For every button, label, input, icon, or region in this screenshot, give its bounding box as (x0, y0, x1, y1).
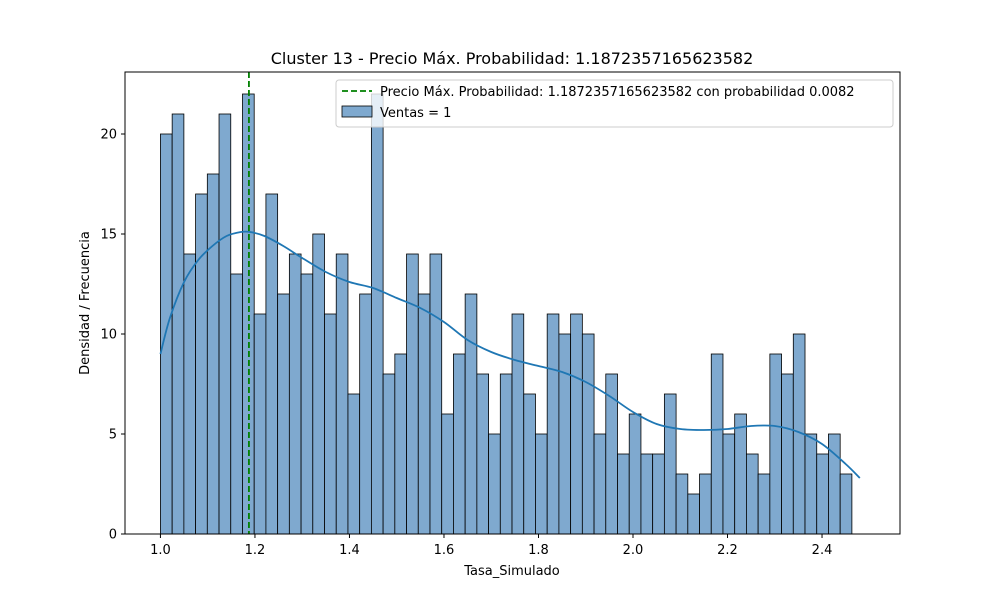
x-tick-label: 2.0 (623, 543, 644, 558)
histogram-bar (206, 173, 220, 535)
legend: Precio Máx. Probabilidad: 1.187235716562… (335, 79, 894, 128)
legend-reference-label: Precio Máx. Probabilidad: 1.187235716562… (380, 85, 855, 100)
histogram-bar (746, 453, 759, 535)
y-tick-label: 5 (109, 428, 117, 443)
histogram-bar (523, 393, 536, 535)
histogram-bar (195, 193, 208, 535)
histogram-bar (710, 353, 724, 535)
histogram-bar (277, 293, 290, 535)
histogram-bar (230, 273, 243, 535)
histogram-bar (394, 353, 407, 535)
kde-curve (159, 230, 861, 479)
y-axis-ticks: 0 5 10 15 20 (100, 128, 125, 543)
histogram-bar (324, 313, 337, 535)
histogram-bar (429, 253, 443, 535)
histogram-bar (464, 293, 478, 535)
legend-bars-label: Ventas = 1 (380, 106, 451, 121)
histogram-bar (652, 453, 665, 535)
histogram-bar (359, 293, 372, 535)
histogram-bar (370, 93, 384, 535)
x-tick-label: 2.4 (812, 543, 833, 558)
y-axis-label: Densidad / Frecuencia (78, 231, 93, 375)
histogram-bar (300, 273, 314, 535)
histogram-bar (218, 113, 232, 535)
histogram-bar (804, 433, 818, 535)
y-tick-label: 15 (100, 228, 117, 243)
histogram-bar (593, 433, 607, 535)
chart-title: Cluster 13 - Precio Máx. Probabilidad: 1… (271, 49, 754, 68)
histogram-bar (288, 253, 302, 535)
histogram-bar (511, 313, 525, 535)
histogram-bar (382, 373, 396, 535)
histogram-bar (722, 433, 736, 535)
histogram-bar (699, 473, 712, 535)
histogram-bar (453, 353, 466, 535)
histogram-bar (757, 473, 771, 535)
histogram-bar (441, 413, 454, 535)
x-tick-label: 1.6 (434, 543, 455, 558)
histogram-bar (488, 433, 501, 535)
histogram-bar (171, 113, 185, 535)
histogram-bar (570, 313, 583, 535)
histogram-bar (734, 413, 747, 535)
legend-bars-swatch (341, 105, 373, 118)
histogram-bar (417, 293, 431, 535)
histogram-bar (617, 453, 630, 535)
histogram-bar (476, 373, 489, 535)
histogram-bar (347, 393, 361, 535)
histogram-bar (781, 373, 794, 535)
histogram-bar (535, 433, 548, 535)
y-tick-label: 20 (100, 128, 117, 143)
histogram-bar (183, 253, 197, 535)
x-axis-ticks: 1.0 1.2 1.4 1.6 1.8 2.0 2.2 2.4 (150, 534, 832, 558)
x-tick-label: 1.0 (150, 543, 171, 558)
histogram-bar (628, 413, 642, 535)
x-tick-label: 2.2 (717, 543, 738, 558)
histogram-bar (335, 253, 349, 535)
x-tick-label: 1.4 (339, 543, 360, 558)
histogram-bar (581, 333, 595, 535)
x-tick-label: 1.8 (528, 543, 549, 558)
histogram-bar (558, 333, 572, 535)
legend-box (335, 79, 894, 128)
y-tick-label: 10 (100, 328, 117, 343)
histogram-bar (687, 493, 700, 535)
histogram-bar (265, 193, 279, 535)
histogram-bar (640, 453, 654, 535)
histogram-bar (675, 473, 689, 535)
histogram-bar (406, 253, 419, 535)
kde-layer (159, 230, 861, 479)
histogram-bar (499, 373, 513, 535)
histogram-bar (828, 433, 841, 535)
histogram-bar (312, 233, 325, 535)
plot-frame (124, 71, 901, 535)
histogram-bar (546, 313, 560, 535)
x-axis-label: Tasa_Simulado (463, 564, 560, 579)
histogram-bar (769, 353, 782, 535)
histogram-bar (816, 453, 829, 535)
x-tick-label: 1.2 (245, 543, 266, 558)
histogram-bar (253, 313, 267, 535)
y-tick-label: 0 (109, 528, 117, 543)
histogram-bar (663, 393, 677, 535)
histogram-bar (839, 473, 853, 535)
